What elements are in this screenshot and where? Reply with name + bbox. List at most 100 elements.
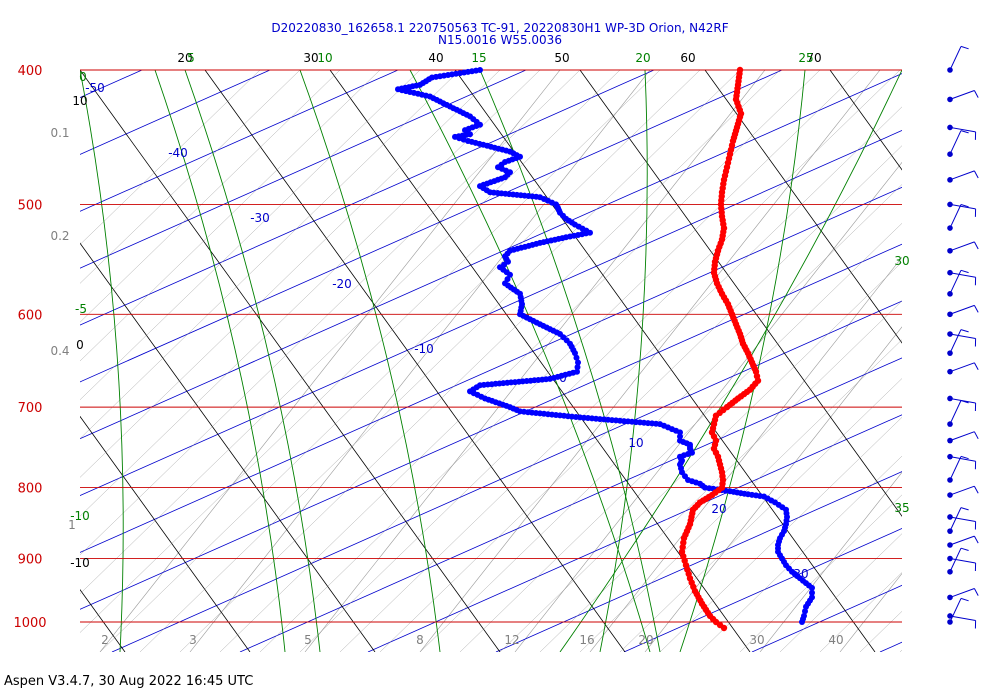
dry-adiabat-line xyxy=(955,70,1000,652)
dewpoint-point xyxy=(802,608,808,615)
background-line xyxy=(379,145,902,652)
pressure-label: 500 xyxy=(18,198,43,213)
wind-barb xyxy=(947,613,977,629)
top-temperature-labels: 20 30 40 50 60 70 xyxy=(177,51,821,65)
background-line xyxy=(499,261,902,652)
background-line xyxy=(80,70,541,517)
left-mixing-ratio-label: 0.1 xyxy=(50,126,69,140)
background-line xyxy=(80,70,301,284)
pressure-label: 400 xyxy=(18,64,43,79)
isotherm-line xyxy=(80,70,783,383)
top-temperature-label: 30 xyxy=(303,51,318,65)
wind-barb xyxy=(947,331,977,347)
wind-barb xyxy=(947,485,979,498)
background-line xyxy=(579,339,902,652)
isotherm-label: -40 xyxy=(168,146,188,160)
wind-barb xyxy=(947,201,977,217)
dewpoint-point xyxy=(573,354,580,361)
wind-barb xyxy=(947,329,969,356)
chart-title: D20220830_162658.1 220750563 TC-91, 2022… xyxy=(271,21,728,47)
moist-adiabat-line xyxy=(80,70,124,652)
pressure-label: 700 xyxy=(18,401,43,416)
temperature-series xyxy=(678,66,762,632)
dry-adiabat-line xyxy=(829,70,902,171)
left-scale-labels: 10 0 -10 0.1 0.2 0.4 1 xyxy=(50,94,89,570)
top-dry-adiabat-label: 20 xyxy=(635,51,650,65)
moist-adiabat-label: 30 xyxy=(894,254,909,268)
background-line xyxy=(299,70,901,652)
isotherm-line xyxy=(239,357,902,652)
pressure-label: 900 xyxy=(18,553,43,568)
dewpoint-point xyxy=(799,619,805,625)
background-line xyxy=(619,378,902,652)
mixing-ratio-line xyxy=(304,70,766,652)
isotherm-line xyxy=(80,70,399,212)
dewpoint-point xyxy=(809,584,815,591)
background-line xyxy=(940,70,1000,652)
chart-title-line2: N15.0016 W55.0036 xyxy=(438,33,562,47)
footer-version-text: Aspen V3.4.7, 30 Aug 2022 16:45 UTC xyxy=(4,674,254,689)
moist-adiabat-labels: 0 -5 -10 30 35 xyxy=(70,70,909,523)
pressure-label: 800 xyxy=(18,482,43,497)
dry-adiabat-line xyxy=(80,415,251,652)
dry-adiabat-line xyxy=(579,70,902,517)
isotherm-lines xyxy=(80,70,902,652)
left-mixing-ratio-label: 0.2 xyxy=(50,229,69,243)
wind-barb xyxy=(947,395,977,412)
dewpoint-point xyxy=(677,433,683,440)
top-dry-adiabat-labels: 5 10 15 20 25 xyxy=(187,51,813,65)
background-line xyxy=(899,649,902,652)
isotherm-label: -50 xyxy=(85,81,105,95)
dewpoint-point xyxy=(572,350,578,357)
left-mixing-ratio-label: 0.4 xyxy=(50,344,69,358)
mixing-ratio-label: 40 xyxy=(828,633,843,647)
isotherm-label: 10 xyxy=(628,436,643,450)
isotherm-line xyxy=(879,641,902,652)
background-line xyxy=(259,70,861,652)
isotherm-line xyxy=(80,70,655,326)
background-line xyxy=(659,417,902,652)
isotherm-line xyxy=(111,300,902,652)
background-line xyxy=(139,70,741,652)
dry-adiabat-line xyxy=(454,70,876,652)
background-line xyxy=(80,70,581,556)
background-line xyxy=(859,611,902,652)
mixing-ratio-label: 16 xyxy=(579,633,594,647)
left-mixing-ratio-label: 1 xyxy=(68,518,76,532)
isotherm-label: -20 xyxy=(332,277,352,291)
background-line xyxy=(179,70,781,652)
wind-barb xyxy=(947,400,969,427)
mixing-ratio-line xyxy=(419,70,881,652)
wind-barb xyxy=(947,204,969,231)
mixing-ratio-line xyxy=(189,70,651,652)
dewpoint-point xyxy=(574,364,581,371)
top-temperature-label: 40 xyxy=(428,51,443,65)
moist-adiabat-line xyxy=(154,70,286,652)
isotherm-line xyxy=(751,584,902,652)
dry-adiabat-line xyxy=(80,242,376,652)
dewpoint-point xyxy=(809,589,815,596)
wind-barb xyxy=(947,453,977,470)
mixing-ratio-line xyxy=(514,161,902,652)
background-line xyxy=(980,70,1000,652)
top-dry-adiabat-label: 5 xyxy=(187,51,195,65)
background-line xyxy=(779,533,902,652)
wind-barb xyxy=(947,597,969,625)
background-line xyxy=(80,70,461,439)
wind-barb xyxy=(947,269,969,297)
background-line xyxy=(819,572,902,652)
wind-barb xyxy=(947,535,979,548)
dry-adiabat-line xyxy=(80,70,501,652)
wind-barb xyxy=(947,269,977,286)
wind-barb xyxy=(947,362,979,375)
wind-barb xyxy=(947,588,979,601)
dewpoint-point xyxy=(575,359,581,366)
background-line xyxy=(80,70,661,633)
wind-barb xyxy=(947,514,977,530)
pressure-label: 1000 xyxy=(13,616,46,631)
isotherm-line xyxy=(623,528,902,652)
wind-barb xyxy=(947,130,969,157)
moist-adiabat-line xyxy=(409,70,651,652)
moist-adiabat-line xyxy=(599,70,648,652)
